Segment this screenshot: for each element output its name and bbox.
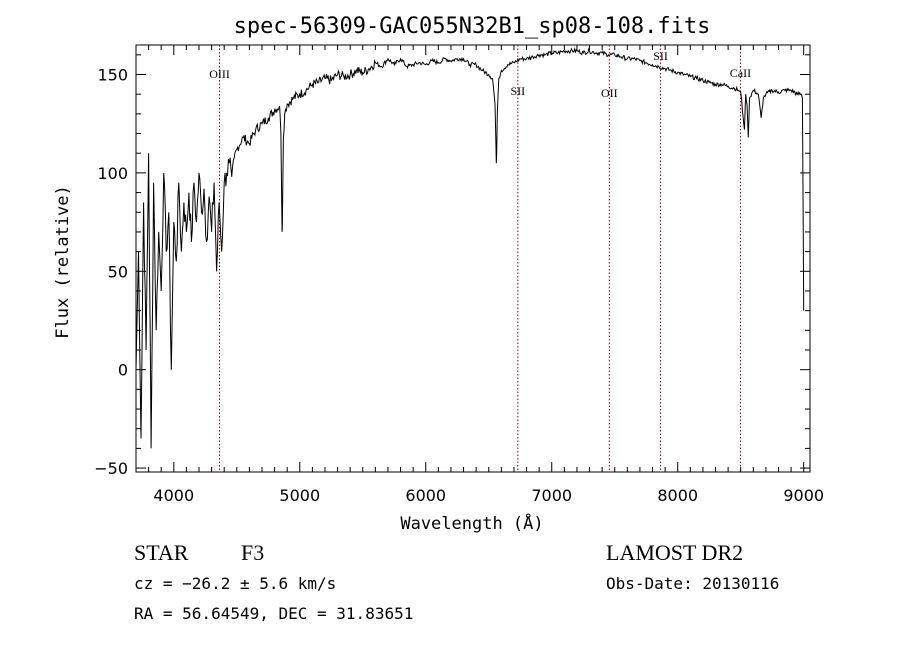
x-tick-label: 9000 [783, 486, 824, 505]
y-tick-label: 0 [118, 361, 128, 380]
y-tick-label: 150 [97, 66, 128, 85]
line-marker-label: OII [601, 86, 618, 100]
spectral-line-markers: OIII SII OII SII CaII [209, 45, 751, 472]
chart-title: spec-56309-GAC055N32B1_sp08-108.fits [234, 14, 711, 39]
x-tick-label: 4000 [153, 486, 194, 505]
x-tick-label: 8000 [657, 486, 698, 505]
radial-velocity: cz = −26.2 ± 5.6 km/s [134, 574, 337, 593]
y-axis-label: Flux (relative) [53, 185, 73, 339]
object-class: STAR [134, 540, 189, 565]
y-tick-label: 50 [108, 262, 128, 281]
line-marker-label: OIII [209, 67, 230, 81]
x-axis-label: Wavelength (Å) [400, 512, 543, 534]
y-tick-label: 100 [97, 164, 128, 183]
sky-coordinates: RA = 56.64549, DEC = 31.83651 [134, 604, 414, 623]
line-marker-label: CaII [730, 66, 751, 80]
x-tick-label: 5000 [279, 486, 320, 505]
x-tick-label: 7000 [531, 486, 572, 505]
object-subclass: F3 [241, 540, 265, 565]
observation-date: Obs-Date: 20130116 [606, 574, 780, 593]
y-tick-label: −50 [94, 459, 128, 478]
spectrum-line [135, 47, 805, 449]
x-tick-label: 6000 [405, 486, 446, 505]
line-marker-label: SII [653, 49, 668, 63]
plot-frame [135, 44, 811, 473]
line-marker-label: SII [511, 84, 526, 98]
survey-name: LAMOST DR2 [606, 540, 744, 565]
axes: 4000 5000 6000 7000 8000 9000 −50 0 50 100 150 [94, 44, 824, 505]
